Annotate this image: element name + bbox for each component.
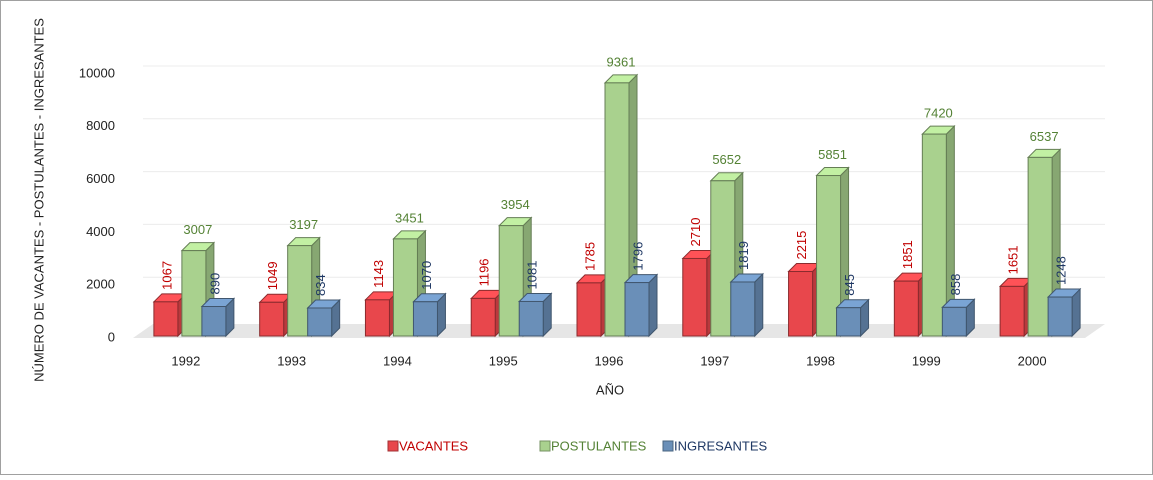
data-label: 3007 [183, 222, 212, 237]
legend-swatch [539, 440, 551, 452]
bar [682, 257, 708, 337]
data-label: 1796 [630, 242, 645, 271]
data-label: 1851 [900, 240, 915, 269]
y-tick-label: 2000 [86, 277, 115, 292]
legend-swatch [662, 440, 674, 452]
data-label: 1143 [371, 260, 386, 288]
data-label: 7420 [924, 106, 953, 121]
y-tick-label: 4000 [86, 224, 115, 239]
y-axis-title: NÚMERO DE VACANTES - POSTULANTES - INGRE… [31, 18, 46, 382]
data-label: 2215 [794, 231, 809, 260]
x-tick-label: 1998 [806, 353, 835, 368]
data-label: 845 [842, 274, 857, 296]
y-tick-label: 0 [108, 329, 115, 344]
bar [788, 271, 814, 337]
y-tick-label: 10000 [79, 65, 115, 80]
data-label: 1785 [582, 242, 597, 271]
bar [287, 245, 313, 337]
data-label: 2710 [688, 218, 703, 247]
data-label: 3954 [501, 197, 530, 212]
x-axis-title: AÑO [596, 382, 624, 397]
bar [941, 306, 967, 337]
legend-label: INGRESANTES [674, 438, 768, 453]
data-label: 1070 [419, 261, 434, 290]
x-tick-label: 1993 [277, 353, 306, 368]
bar [624, 282, 650, 337]
y-tick-label: 8000 [86, 118, 115, 133]
bar [576, 282, 602, 337]
bar [364, 299, 390, 337]
data-label: 834 [313, 274, 328, 296]
data-label: 5652 [712, 152, 741, 167]
data-label: 5851 [818, 147, 847, 162]
bar-side [754, 272, 764, 338]
data-label: 6537 [1030, 129, 1059, 144]
data-label: 1067 [159, 261, 174, 290]
bar-side [648, 273, 658, 338]
data-label: 1049 [265, 261, 280, 290]
legend-swatch [387, 440, 399, 452]
x-tick-label: 1994 [383, 353, 412, 368]
x-tick-label: 1997 [700, 353, 729, 368]
x-tick-label: 1992 [171, 353, 200, 368]
bar [201, 306, 227, 337]
data-label: 1651 [1006, 245, 1021, 274]
bar [412, 301, 438, 337]
bar [470, 297, 496, 337]
data-label: 890 [207, 273, 222, 295]
data-label: 1819 [736, 241, 751, 270]
bar [893, 280, 919, 337]
bar [1047, 296, 1073, 337]
data-label: 1081 [525, 261, 540, 290]
bar [307, 307, 333, 337]
bar [921, 133, 947, 337]
legend-label: VACANTES [399, 438, 468, 453]
data-label: 3451 [395, 210, 424, 225]
legend-label: POSTULANTES [551, 438, 647, 453]
data-label: 1248 [1054, 256, 1069, 285]
bar [259, 301, 285, 337]
x-tick-label: 1995 [489, 353, 518, 368]
bar [153, 301, 179, 337]
bar [518, 300, 544, 337]
x-tick-label: 1999 [912, 353, 941, 368]
x-tick-label: 2000 [1018, 353, 1047, 368]
y-tick-label: 6000 [86, 171, 115, 186]
x-tick-label: 1996 [595, 353, 624, 368]
bar [999, 285, 1025, 337]
bar [836, 307, 862, 337]
data-label: 9361 [607, 54, 636, 69]
bar [730, 281, 756, 337]
data-label: 3197 [289, 217, 318, 232]
data-label: 858 [948, 274, 963, 296]
data-label: 1196 [477, 258, 492, 286]
